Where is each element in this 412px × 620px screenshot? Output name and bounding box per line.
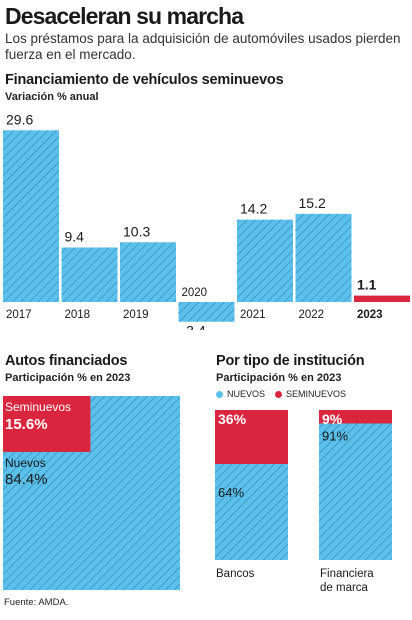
bar-2021 <box>237 219 293 302</box>
value-label-2019: 10.3 <box>123 223 150 239</box>
bar-2017 <box>3 130 59 302</box>
category-label-0-0: Bancos <box>216 568 255 580</box>
value-label-2022: 15.2 <box>299 195 326 211</box>
chart3-subtitle: Participación % en 2023 <box>216 372 342 384</box>
legend-used-label: SEMINUEVOS <box>286 389 347 399</box>
source-note: Fuente: AMDA. <box>4 597 69 608</box>
value-label-2020: -3.4 <box>182 323 206 330</box>
bar-2022 <box>295 213 352 302</box>
new-share-name: Nuevos <box>5 456 46 470</box>
chart2-subtitle: Participación % en 2023 <box>5 372 131 384</box>
bar-2020 <box>178 302 235 322</box>
chart1-subtitle: Variación % anual <box>5 91 99 103</box>
category-label-2020: 2020 <box>182 287 208 299</box>
chart2-title: Autos financiados <box>5 353 128 369</box>
bar-used-0 <box>215 410 288 464</box>
label-new-0: 64% <box>218 485 244 500</box>
category-label-2019: 2019 <box>123 309 149 321</box>
category-label-2021: 2021 <box>240 309 266 321</box>
institution-share-chart: 36% 64% Bancos 9% 91% Financiera de marca <box>215 410 392 594</box>
bar-new-0 <box>215 464 288 560</box>
used-share-value: 15.6% <box>5 416 48 433</box>
legend-used-marker <box>275 390 283 398</box>
value-label-2021: 14.2 <box>240 201 267 217</box>
category-label-2017: 2017 <box>6 309 32 321</box>
value-label-2018: 9.4 <box>65 228 85 244</box>
bar-2019 <box>120 242 176 302</box>
annual-variation-bar-chart: 29.6 2017 9.4 2018 10.3 2019 -3.4 2020 14.2 2021 1… <box>3 111 410 330</box>
bar-new-1 <box>319 423 392 560</box>
bar-2023 <box>354 295 410 302</box>
legend-new-marker <box>216 390 223 398</box>
value-label-2023: 1.1 <box>357 277 377 293</box>
used-share-name: Seminuevos <box>5 400 71 414</box>
page-title: Desaceleran su marcha <box>5 3 244 29</box>
used-share-area <box>3 396 91 452</box>
bar-2018 <box>61 247 118 302</box>
legend-new-label: NUEVOS <box>227 389 266 399</box>
category-label-2018: 2018 <box>65 309 91 321</box>
category-label-1-1: de marca <box>320 582 369 594</box>
page-subtitle: Los préstamos para la adquisición de aut… <box>5 31 401 62</box>
category-label-1-0: Financiera <box>320 568 374 580</box>
category-label-2022: 2022 <box>299 309 325 321</box>
chart3-title: Por tipo de institución <box>216 353 365 369</box>
chart1-title: Financiamiento de vehículos seminuevos <box>5 72 284 88</box>
label-used-1: 9% <box>322 411 343 427</box>
value-label-2017: 29.6 <box>6 111 33 127</box>
new-share-value: 84.4% <box>5 471 48 488</box>
label-used-0: 36% <box>218 411 247 427</box>
bar-used-1 <box>319 410 392 424</box>
chart3-legend: NUEVOS SEMINUEVOS <box>216 389 346 399</box>
category-label-2023: 2023 <box>357 309 383 321</box>
label-new-1: 91% <box>322 429 348 444</box>
